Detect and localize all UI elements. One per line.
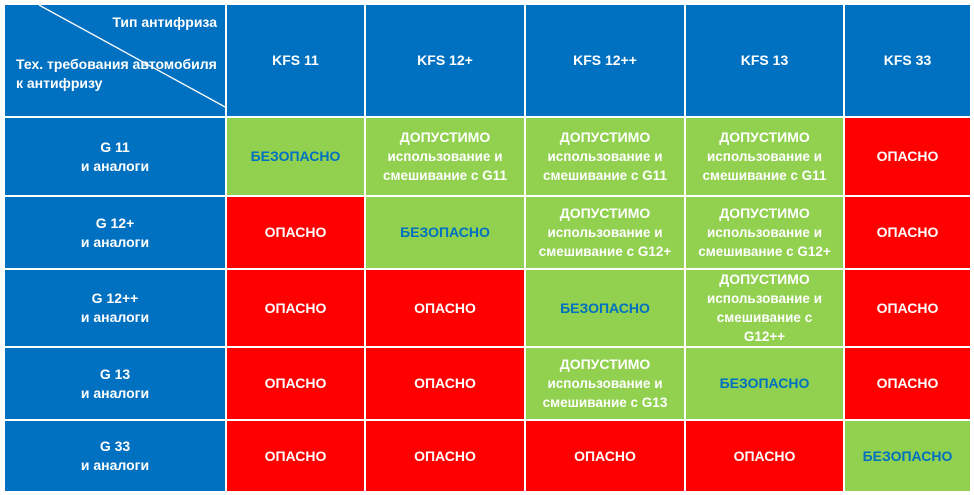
corner-cell: Тип антифриза Тех. требования автомобиля… [3, 3, 227, 118]
cell-status: ДОПУСТИМО [559, 356, 651, 372]
cell-status: БЕЗОПАСНО [560, 299, 650, 316]
cell-status: ДОПУСТИМО [719, 129, 810, 145]
cell-safe: БЕЗОПАСНО [364, 195, 526, 270]
cell-status: ДОПУСТИМО [719, 271, 810, 287]
table-row: G 11 и аналоги БЕЗОПАСНО ДОПУСТИМО использов… [3, 116, 972, 197]
cell-allowed: ДОПУСТИМО использование и смешивание с G1… [524, 346, 686, 421]
cell-status: ДОПУСТИМО [559, 205, 651, 221]
cell-status: ОПАСНО [264, 299, 327, 316]
header-row: Тип антифриза Тех. требования автомобиля… [3, 3, 972, 118]
table-row: G 12+ и аналоги ОПАСНО БЕЗОПАСНО ДОПУСТИМО ис… [3, 195, 972, 270]
row-name: G 13 [99, 365, 131, 382]
row-suffix: и аналоги [80, 457, 150, 473]
cell-status: ДОПУСТИМО [399, 129, 491, 145]
cell-allowed: ДОПУСТИМО использование и смешивание с G1… [684, 195, 845, 270]
cell-status: ОПАСНО [733, 447, 796, 464]
table-row: G 33 и аналоги ОПАСНО ОПАСНО ОПАСНО ОПАСНО БЕЗ… [3, 419, 972, 493]
cell-safe: БЕЗОПАСНО [843, 419, 972, 493]
column-header: KFS 13 [684, 3, 845, 118]
cell-danger: ОПАСНО [364, 346, 526, 421]
cell-danger: ОПАСНО [225, 195, 366, 270]
cell-allowed: ДОПУСТИМО использование и смешивание с G1… [524, 195, 686, 270]
cell-danger: ОПАСНО [225, 419, 366, 493]
column-header: KFS 12++ [524, 3, 686, 118]
cell-danger: ОПАСНО [843, 346, 972, 421]
row-header: G 12++ и аналоги [3, 268, 227, 348]
cell-safe: БЕЗОПАСНО [225, 116, 366, 197]
cell-status: БЕЗОПАСНО [400, 224, 490, 240]
cell-note: использование и смешивание с G11 [543, 149, 667, 183]
column-caption: Тип антифриза [112, 14, 217, 30]
row-name: G 12++ [91, 290, 139, 306]
row-header: G 33 и аналоги [3, 419, 227, 493]
cell-allowed: ДОПУСТИМО использование и смешивание с G1… [684, 268, 845, 348]
column-header: KFS 12+ [364, 3, 526, 118]
cell-note: использование и смешивание с G11 [383, 149, 507, 183]
cell-note: использование и смешивание с G12+ [698, 225, 831, 259]
cell-status: ОПАСНО [876, 224, 939, 240]
cell-note: использование и смешивание с G12++ [706, 291, 822, 344]
cell-allowed: ДОПУСТИМО использование и смешивание с G1… [524, 116, 686, 197]
table-row: G 12++ и аналоги ОПАСНО ОПАСНО БЕЗОПАСНО ДОПУ… [3, 268, 972, 348]
row-header: G 13 и аналоги [3, 346, 227, 421]
cell-status: ОПАСНО [264, 447, 327, 464]
cell-status: ОПАСНО [876, 148, 939, 164]
cell-status: ДОПУСТИМО [559, 129, 651, 145]
row-suffix: и аналоги [80, 309, 150, 325]
cell-danger: ОПАСНО [843, 268, 972, 348]
row-name: G 12+ [95, 214, 135, 231]
cell-allowed: ДОПУСТИМО использование и смешивание с G1… [364, 116, 526, 197]
row-header: G 12+ и аналоги [3, 195, 227, 270]
row-name: G 11 [100, 138, 130, 155]
cell-status: ОПАСНО [414, 299, 476, 316]
table-row: G 13 и аналоги ОПАСНО ОПАСНО ДОПУСТИМО исполь… [3, 346, 972, 421]
cell-status: ОПАСНО [876, 299, 939, 316]
cell-danger: ОПАСНО [364, 419, 526, 493]
cell-note: использование и смешивание с G13 [542, 376, 668, 410]
cell-danger: ОПАСНО [843, 116, 972, 197]
cell-status: ДОПУСТИМО [719, 205, 810, 221]
cell-safe: БЕЗОПАСНО [684, 346, 845, 421]
cell-status: БЕЗОПАСНО [862, 447, 953, 464]
row-name: G 33 [99, 438, 131, 454]
diagonal-divider [38, 5, 227, 109]
row-caption: Тех. требования автомобиля к антифризу [16, 56, 217, 91]
cell-status: ОПАСНО [574, 447, 636, 464]
cell-danger: ОПАСНО [225, 268, 366, 348]
cell-allowed: ДОПУСТИМО использование и смешивание с G1… [684, 116, 845, 197]
cell-status: ОПАСНО [264, 375, 327, 391]
row-header: G 11 и аналоги [3, 116, 227, 197]
row-suffix: и аналоги [80, 157, 150, 174]
cell-safe: БЕЗОПАСНО [524, 268, 686, 348]
cell-note: использование и смешивание с G12+ [538, 225, 672, 259]
cell-danger: ОПАСНО [684, 419, 845, 493]
cell-note: использование и смешивание с G11 [702, 149, 827, 183]
cell-danger: ОПАСНО [524, 419, 686, 493]
cell-status: ОПАСНО [876, 375, 939, 391]
cell-danger: ОПАСНО [364, 268, 526, 348]
cell-status: ОПАСНО [264, 224, 327, 240]
cell-status: БЕЗОПАСНО [250, 148, 341, 164]
cell-danger: ОПАСНО [225, 346, 366, 421]
cell-status: БЕЗОПАСНО [719, 375, 810, 391]
column-header: KFS 11 [225, 3, 366, 118]
row-suffix: и аналоги [80, 233, 150, 250]
compatibility-table: Тип антифриза Тех. требования автомобиля… [3, 3, 972, 493]
row-suffix: и аналоги [80, 384, 150, 401]
cell-status: ОПАСНО [414, 447, 476, 464]
cell-status: ОПАСНО [414, 375, 476, 391]
column-header: KFS 33 [843, 3, 972, 118]
cell-danger: ОПАСНО [843, 195, 972, 270]
